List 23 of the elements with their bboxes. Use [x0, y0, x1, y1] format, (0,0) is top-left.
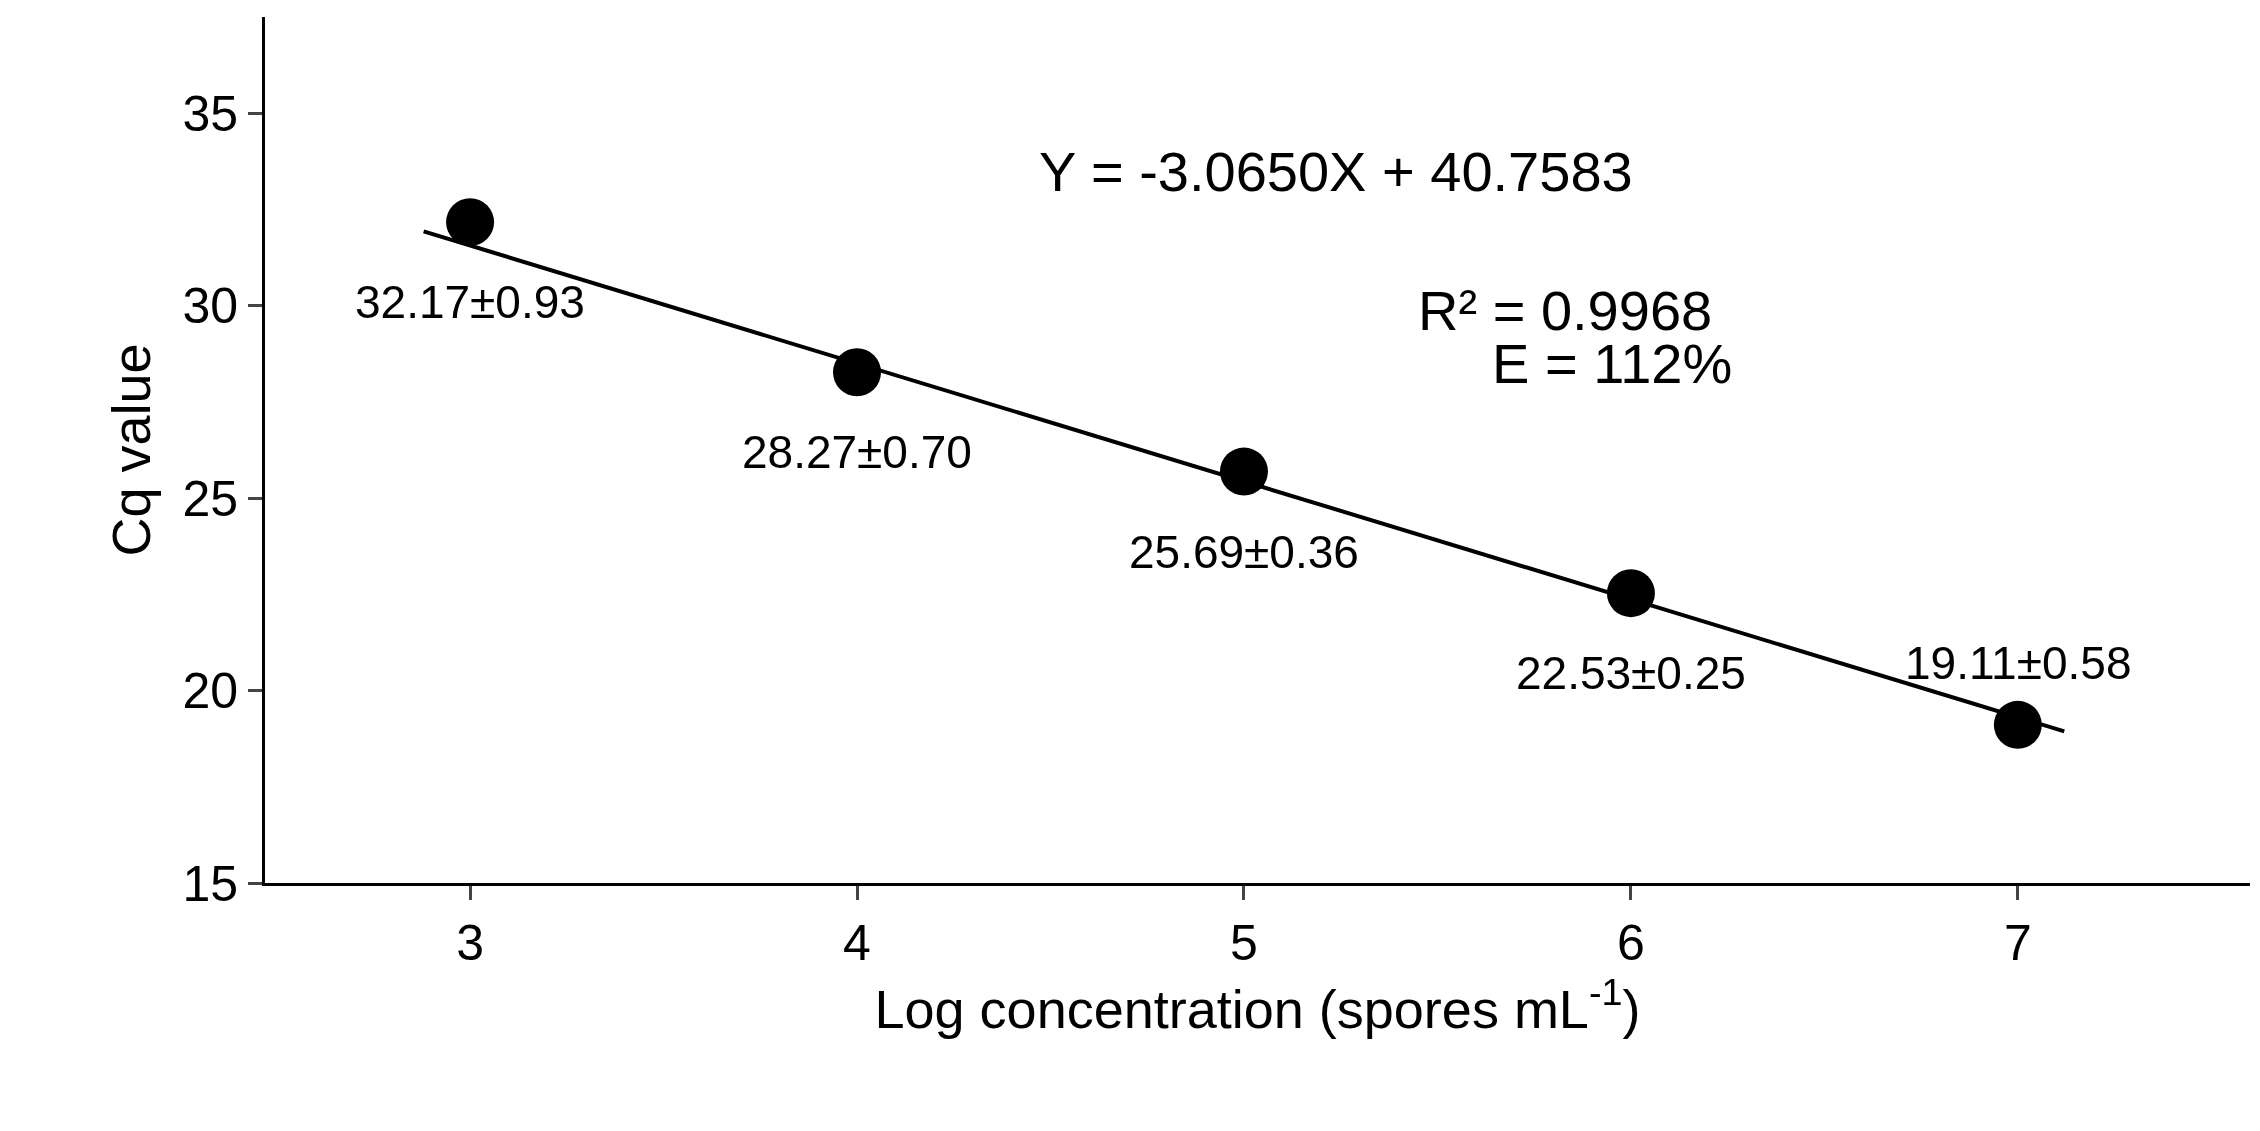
- x-tick-label: 5: [1230, 915, 1258, 971]
- point: [1993, 700, 2042, 749]
- data-label: 25.69±0.36: [1129, 526, 1359, 578]
- x-tick-label: 6: [1616, 915, 1645, 971]
- x-tick-label: 7: [2003, 915, 2032, 971]
- point: [1606, 569, 1655, 618]
- x-tick-label: 4: [843, 915, 871, 971]
- data-label: 28.27±0.70: [742, 426, 972, 478]
- y-tick-label: 15: [182, 855, 238, 912]
- y-tick-label: 30: [182, 278, 238, 335]
- data-label: 32.17±0.93: [355, 276, 585, 328]
- y-tick-label: 35: [182, 85, 238, 142]
- point: [446, 198, 495, 247]
- x-tick-label: 3: [456, 915, 484, 971]
- x-axis-title: Log concentration (spores mL$^{-1}$): [874, 971, 1641, 1039]
- y-tick-label: 25: [182, 470, 238, 527]
- y-tick-label: 20: [182, 663, 238, 720]
- point: [1219, 447, 1268, 496]
- y-axis-title: Cq value: [100, 343, 161, 557]
- data-label: 22.53±0.25: [1516, 647, 1746, 699]
- data-label: 19.11±0.58: [1905, 637, 2132, 689]
- point: [833, 348, 882, 397]
- annotation: Y = -3.0650X + 40.7583: [1039, 140, 1633, 203]
